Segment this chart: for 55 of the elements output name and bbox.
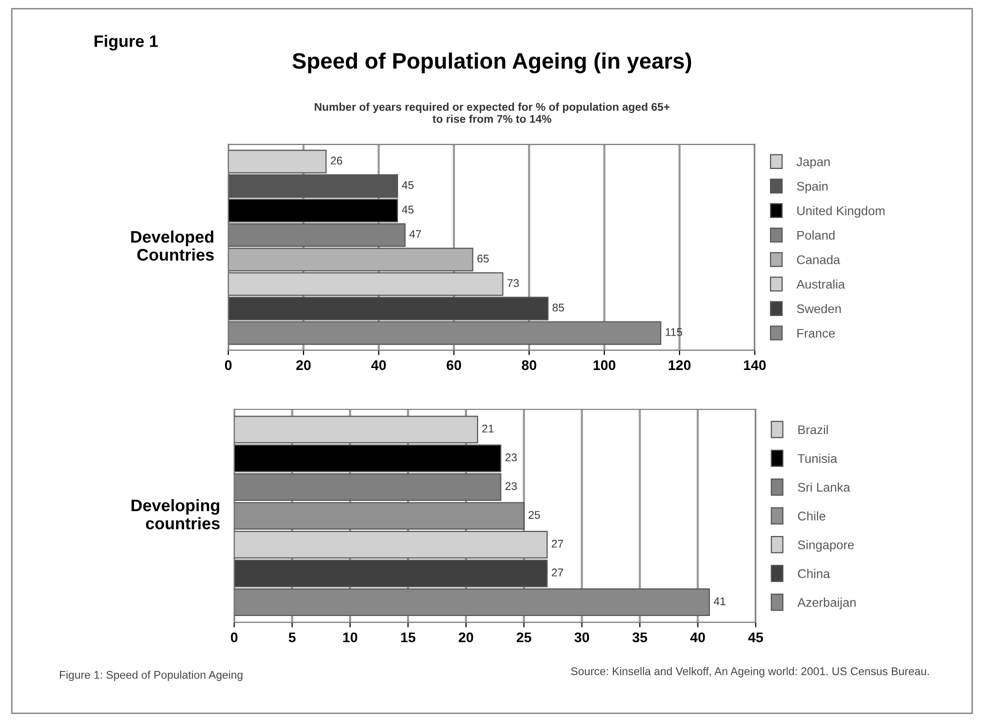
x-tick-label: 25	[516, 632, 532, 642]
x-tick-label: 20	[296, 360, 311, 370]
data-label: 25	[528, 510, 540, 519]
data-label: 41	[714, 597, 726, 606]
chart-subtitle: Number of years required or expected for % of population aged 65+ to rise from 7% to 14%	[314, 102, 670, 123]
data-label: 65	[477, 254, 489, 263]
data-label: 85	[552, 304, 564, 312]
y-tick-label: Canada	[797, 255, 840, 264]
y-tick-label: Australia	[796, 280, 846, 289]
y-tick-label: Sweden	[796, 304, 841, 314]
data-label: 27	[552, 540, 564, 548]
data-label: 73	[508, 279, 519, 288]
x-tick-label: 45	[748, 632, 764, 642]
x-tick-label: 80	[522, 360, 536, 370]
data-label: 23	[505, 453, 517, 462]
x-tick-label: 10	[343, 632, 358, 642]
x-tick-label: 5	[288, 632, 296, 642]
y-tick-label: Brazil	[798, 424, 828, 434]
x-tick-label: 140	[744, 360, 766, 370]
y-tick-label: Sri Lanka	[798, 482, 850, 492]
y-tick-label: Tunisia	[798, 454, 838, 463]
y-tick-label: Chile	[798, 511, 826, 521]
x-tick-label: 0	[230, 632, 238, 642]
x-tick-label: 35	[632, 632, 648, 642]
y-tick-label: Poland	[797, 230, 835, 240]
x-tick-label: 60	[446, 360, 462, 370]
x-tick-label: 40	[371, 360, 386, 370]
x-tick-label: 0	[224, 360, 232, 370]
y-tick-label: Singapore	[798, 540, 854, 552]
x-tick-label: 20	[458, 632, 474, 642]
x-tick-label: 120	[668, 360, 691, 370]
data-label: 27	[552, 568, 564, 576]
data-label: 45	[402, 206, 414, 214]
data-label: 21	[482, 424, 494, 432]
x-tick-label: 30	[574, 632, 590, 642]
y-tick-label: Spain	[796, 182, 828, 194]
data-label: 47	[409, 230, 421, 238]
chart-title: Speed of Population Ageing (in years)	[292, 52, 692, 74]
y-tick-label: Japan	[796, 157, 830, 169]
x-tick-label: 40	[690, 632, 705, 642]
source-note: Source: Kinsella and Velkoff, An Ageing world: 2001. US Census Bureau.	[571, 667, 929, 678]
caption: Figure 1: Speed of Population Ageing	[60, 670, 242, 681]
data-label: 115	[666, 328, 682, 336]
x-tick-label: 15	[401, 632, 416, 642]
y-axis-title: Developed Countries	[131, 230, 214, 261]
data-label: 23	[505, 482, 517, 490]
y-tick-label: Azerbaijan	[797, 598, 856, 610]
y-tick-label: China	[798, 568, 830, 578]
x-tick-label: 100	[594, 360, 616, 370]
data-label: 26	[330, 156, 342, 165]
y-axis-title: Developing countries	[132, 499, 220, 530]
data-label: 45	[402, 181, 414, 190]
y-tick-label: France	[797, 328, 835, 338]
caption: Figure 1	[94, 34, 158, 50]
y-tick-label: United Kingdom	[797, 206, 885, 218]
